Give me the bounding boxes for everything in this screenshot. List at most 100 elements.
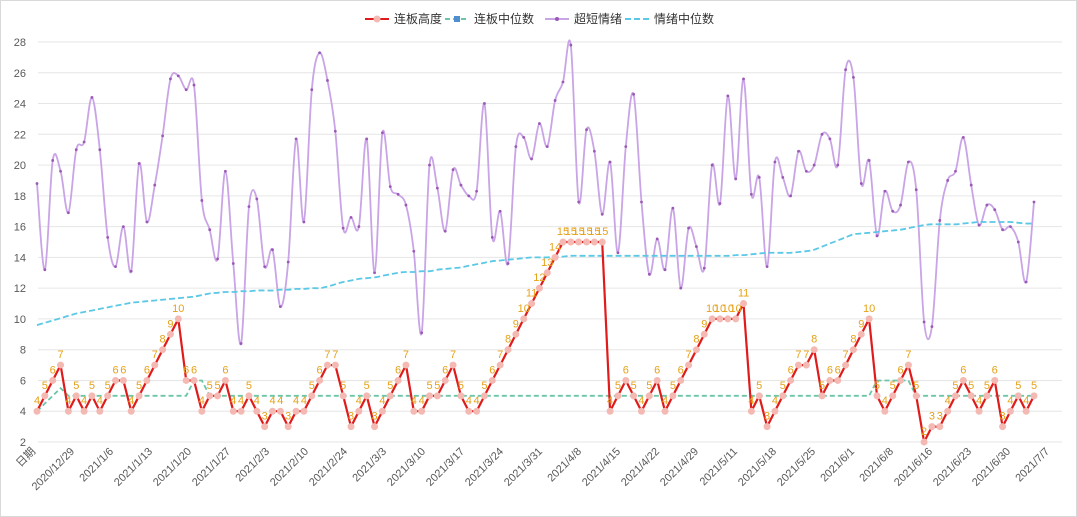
data-point [692,346,700,354]
data-point [804,169,808,173]
data-point [836,163,840,167]
legend-marker [373,15,381,23]
data-point [559,238,567,246]
data-point [247,205,251,209]
data-label: 5 [1015,380,1021,392]
data-point [121,225,125,229]
y-tick-label: 10 [14,314,26,326]
data-label: 10 [518,303,530,315]
y-tick-label: 28 [14,37,26,49]
data-label: 3 [285,411,291,423]
data-label: 5 [426,380,432,392]
data-point [512,330,520,338]
data-label: 6 [835,364,841,376]
data-label: 5 [968,380,974,392]
data-point [765,265,769,269]
data-point [640,200,643,204]
data-point [137,162,141,165]
data-point [33,407,41,415]
data-point [316,376,324,384]
data-point [221,376,229,384]
data-point [528,300,536,308]
data-label: 7 [403,349,409,361]
y-tick-label: 8 [20,345,26,357]
data-point [504,346,512,354]
data-label: 9 [167,318,173,330]
data-point [480,392,488,400]
data-label: 5 [458,380,464,392]
data-point [614,392,622,400]
data-point [333,129,337,133]
data-label: 6 [489,364,495,376]
data-label: 5 [387,380,393,392]
data-point [341,226,345,230]
data-label: 4 [97,395,103,407]
data-point [326,79,329,82]
data-label: 8 [160,334,166,346]
data-point [983,392,991,400]
data-label: 15 [573,226,585,238]
data-point [859,182,863,185]
data-point [742,77,745,81]
data-point [922,320,926,324]
data-point [685,361,693,369]
data-label: 7 [795,349,801,361]
data-label: 4 [301,395,307,407]
data-point [912,392,920,400]
data-label: 4 [230,395,236,407]
data-label: 5 [364,380,370,392]
data-point [300,407,308,415]
data-point [969,183,973,187]
data-point [891,209,895,213]
data-point [271,248,274,252]
data-point [575,238,583,246]
data-point [708,315,716,323]
data-point [192,83,196,87]
data-point [624,145,628,149]
data-point [724,315,732,323]
data-label: 10 [706,303,718,315]
legend-marker [454,16,460,22]
data-point [1001,228,1004,232]
legend-item: 连板中位数 [445,11,534,26]
data-point [90,95,94,99]
data-label: 4 [199,395,205,407]
data-point [261,423,269,431]
data-point [465,407,473,415]
data-label: 4 [1023,395,1029,407]
data-point [734,177,738,181]
data-point [184,88,188,92]
data-point [51,159,55,162]
data-label: 4 [882,395,888,407]
data-point [977,223,981,227]
data-point [647,272,651,276]
data-label: 4 [976,395,982,407]
data-point [577,200,581,204]
data-point [114,265,117,269]
data-point [72,392,80,400]
data-point [787,376,795,384]
data-point [726,94,730,98]
data-label: 6 [120,364,126,376]
data-point [145,220,149,224]
data-label: 5 [1031,380,1037,392]
data-point [779,392,787,400]
data-point [106,235,110,239]
data-point [488,376,496,384]
data-point [363,392,371,400]
data-point [671,206,675,210]
data-point [975,407,983,415]
data-point [294,137,298,141]
series-3 [36,221,1035,326]
data-point [443,229,447,233]
legend-item: 情绪中位数 [625,11,714,26]
data-label: 5 [434,380,440,392]
data-label: 6 [395,364,401,376]
data-point [883,189,887,193]
data-label: 5 [890,380,896,392]
data-point [483,102,486,105]
y-tick-label: 6 [20,375,26,387]
data-point [522,135,526,139]
legend-label: 连板中位数 [474,11,534,26]
data-label: 10 [722,303,734,315]
